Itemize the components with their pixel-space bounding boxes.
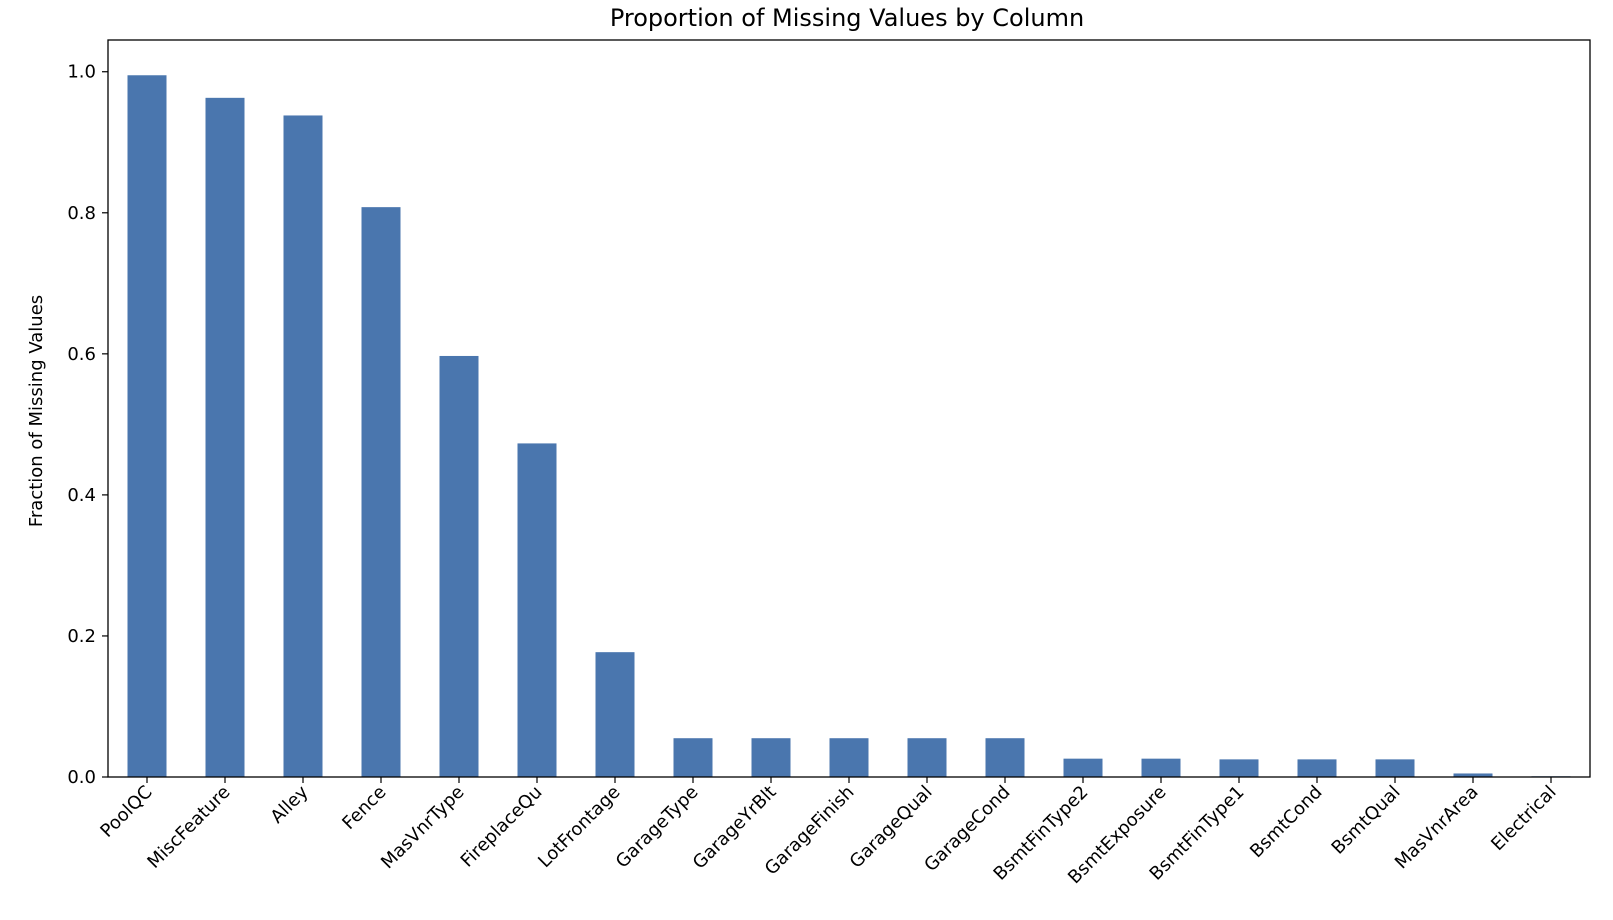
bar-bsmtqual [1375, 759, 1415, 777]
y-tick-label: 0.0 [67, 767, 96, 788]
bar-bsmtfintype1 [1219, 759, 1259, 777]
y-axis-label: Fraction of Missing Values [26, 295, 47, 527]
bar-masvnrtype [439, 355, 479, 777]
bars-group [127, 75, 1571, 777]
y-tick-label: 0.4 [67, 485, 96, 506]
x-tick-label: MasVnrType [377, 782, 469, 874]
chart-title: Proportion of Missing Values by Column [610, 4, 1084, 32]
y-tick-label: 0.8 [67, 203, 96, 224]
bar-fireplacequ [517, 443, 557, 777]
x-tick-label: PoolQC [96, 782, 156, 842]
bar-fence [361, 207, 401, 777]
bar-miscfeature [205, 97, 245, 777]
y-tick-label: 0.2 [67, 626, 96, 647]
x-tick-label: BsmtQual [1328, 782, 1405, 859]
bar-alley [283, 115, 323, 777]
x-tick-label: LotFrontage [534, 782, 624, 872]
bar-garagecond [985, 738, 1025, 777]
x-tick-label: MiscFeature [143, 782, 234, 873]
y-tick-label: 0.6 [67, 344, 96, 365]
bar-garagefinish [829, 738, 869, 777]
bar-lotfrontage [595, 652, 635, 777]
plot-area-frame [107, 39, 1591, 778]
x-tick-label: FireplaceQu [457, 782, 547, 872]
x-tick-label: BsmtCond [1246, 782, 1326, 862]
bar-garagequal [907, 738, 947, 777]
bar-garagetype [673, 738, 713, 777]
x-tick-label: Alley [267, 781, 313, 827]
bar-bsmtexposure [1141, 758, 1181, 777]
bar-bsmtcond [1297, 759, 1337, 777]
y-tick-label: 1.0 [67, 62, 96, 83]
bar-poolqc [127, 75, 167, 777]
y-axis-ticks: 0.0 0.2 0.4 0.6 0.8 1.0 [67, 62, 108, 788]
bar-bsmtfintype2 [1063, 758, 1103, 777]
bar-garageyrblt [751, 738, 791, 777]
x-tick-label: MasVnrArea [1391, 782, 1483, 874]
x-tick-label: Electrical [1487, 782, 1560, 855]
bar-masvnrarea [1453, 773, 1493, 777]
x-tick-label: Fence [338, 782, 390, 834]
